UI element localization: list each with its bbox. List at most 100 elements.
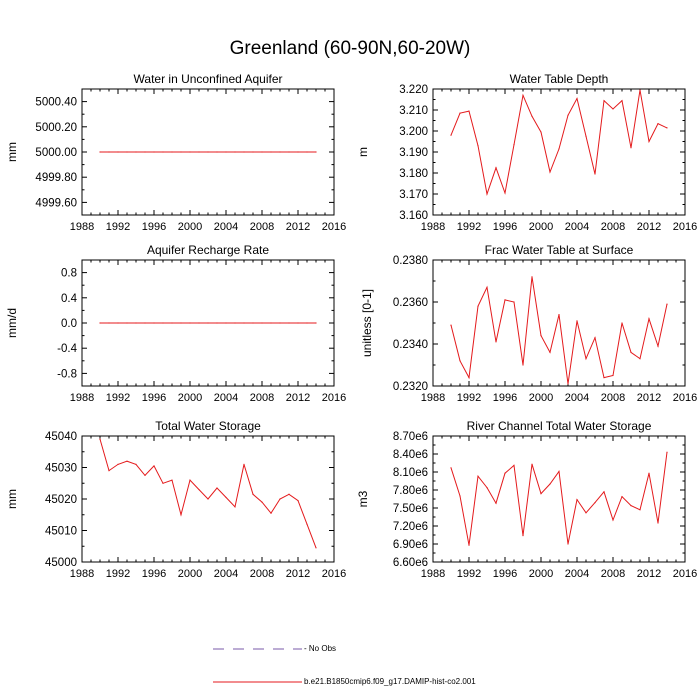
data-point xyxy=(504,192,506,194)
data-point xyxy=(459,495,461,497)
data-point xyxy=(468,377,470,379)
data-point xyxy=(243,463,245,465)
x-tick-label: 1992 xyxy=(457,392,481,404)
data-point xyxy=(567,543,569,545)
data-point xyxy=(522,94,524,96)
plot-frame xyxy=(432,435,686,563)
data-point xyxy=(270,322,272,324)
data-point xyxy=(603,491,605,493)
data-point xyxy=(153,151,155,153)
y-tick-label: 0.2380 xyxy=(393,255,428,267)
data-point xyxy=(306,523,308,525)
data-point xyxy=(540,131,542,133)
data-point xyxy=(153,465,155,467)
y-tick-label: 8.40e6 xyxy=(393,449,428,461)
data-point xyxy=(144,322,146,324)
x-tick-label: 2008 xyxy=(601,221,625,233)
y-tick-label: 4999.60 xyxy=(35,197,77,209)
x-tick-label: 2004 xyxy=(565,221,589,233)
data-point xyxy=(504,472,506,474)
data-point xyxy=(288,151,290,153)
x-tick-label: 1996 xyxy=(142,392,166,404)
y-tick-label: 8.10e6 xyxy=(393,467,428,479)
data-point xyxy=(630,351,632,353)
data-point xyxy=(171,322,173,324)
y-axis-label: unitless [0-1] xyxy=(360,289,374,357)
data-point xyxy=(639,89,641,91)
data-point xyxy=(594,337,596,339)
data-point xyxy=(189,151,191,153)
data-point xyxy=(117,463,119,465)
y-tick-label: 45040 xyxy=(45,431,77,443)
x-tick-label: 2012 xyxy=(286,568,310,580)
data-point xyxy=(585,358,587,360)
data-point xyxy=(666,451,668,453)
data-point xyxy=(279,498,281,500)
x-tick-label: 2016 xyxy=(322,221,346,233)
data-point xyxy=(243,151,245,153)
data-point xyxy=(171,151,173,153)
chart-title: River Channel Total Water Storage xyxy=(467,419,652,433)
data-point xyxy=(513,464,515,466)
chart-title: Total Water Storage xyxy=(155,419,261,433)
data-point xyxy=(243,322,245,324)
data-point xyxy=(99,438,101,440)
data-point xyxy=(180,151,182,153)
y-tick-label: 3.210 xyxy=(399,105,428,117)
y-tick-label: 3.200 xyxy=(399,126,428,138)
y-tick-label: 3.190 xyxy=(399,147,428,159)
data-point xyxy=(315,151,317,153)
data-point xyxy=(594,173,596,175)
x-tick-label: 2000 xyxy=(529,221,553,233)
data-point xyxy=(648,140,650,143)
data-point xyxy=(495,502,497,504)
data-point xyxy=(135,322,137,324)
y-tick-label: -0.8 xyxy=(57,368,77,380)
x-tick-label: 2008 xyxy=(601,568,625,580)
x-tick-label: 2016 xyxy=(673,392,697,404)
data-point xyxy=(99,322,101,324)
data-point xyxy=(558,314,560,316)
data-point xyxy=(495,341,497,343)
y-tick-label: 45010 xyxy=(45,526,77,538)
data-point xyxy=(297,499,299,502)
data-point xyxy=(603,377,605,379)
x-tick-label: 1992 xyxy=(106,568,130,580)
data-point xyxy=(261,322,263,324)
data-point xyxy=(216,322,218,324)
data-point xyxy=(648,318,650,320)
x-tick-label: 2012 xyxy=(637,221,661,233)
x-tick-label: 2012 xyxy=(286,392,310,404)
chart-panel-3: Aquifer Recharge Rate mm/d 1988 1992 1996 200… xyxy=(5,243,346,404)
data-point xyxy=(522,535,524,537)
data-point xyxy=(585,512,587,514)
data-point xyxy=(621,99,623,102)
x-tick-label: 1996 xyxy=(493,392,517,404)
data-point xyxy=(216,487,218,489)
y-tick-label: 3.170 xyxy=(399,189,428,201)
x-tick-label: 1992 xyxy=(457,568,481,580)
x-tick-label: 2016 xyxy=(322,392,346,404)
x-tick-label: 2008 xyxy=(250,392,274,404)
data-point xyxy=(468,544,470,546)
data-point xyxy=(477,305,479,307)
y-tick-label: 0.2340 xyxy=(393,339,428,351)
data-point xyxy=(153,322,155,324)
data-point xyxy=(207,151,209,153)
x-tick-label: 2008 xyxy=(250,568,274,580)
chart-title: Water in Unconfined Aquifer xyxy=(134,72,283,86)
x-tick-label: 2000 xyxy=(178,221,202,233)
data-point xyxy=(108,151,110,153)
data-point xyxy=(252,322,254,324)
x-tick-label: 2012 xyxy=(637,568,661,580)
chart-panel-4: Frac Water Table at Surface unitless [0-1… xyxy=(360,243,697,404)
x-tick-label: 2004 xyxy=(214,221,238,233)
data-point xyxy=(198,151,200,153)
data-point xyxy=(189,322,191,324)
data-point xyxy=(297,322,299,324)
data-point xyxy=(135,151,137,153)
data-point xyxy=(504,299,506,301)
data-point xyxy=(162,151,164,153)
chart-title: Water Table Depth xyxy=(510,72,609,86)
